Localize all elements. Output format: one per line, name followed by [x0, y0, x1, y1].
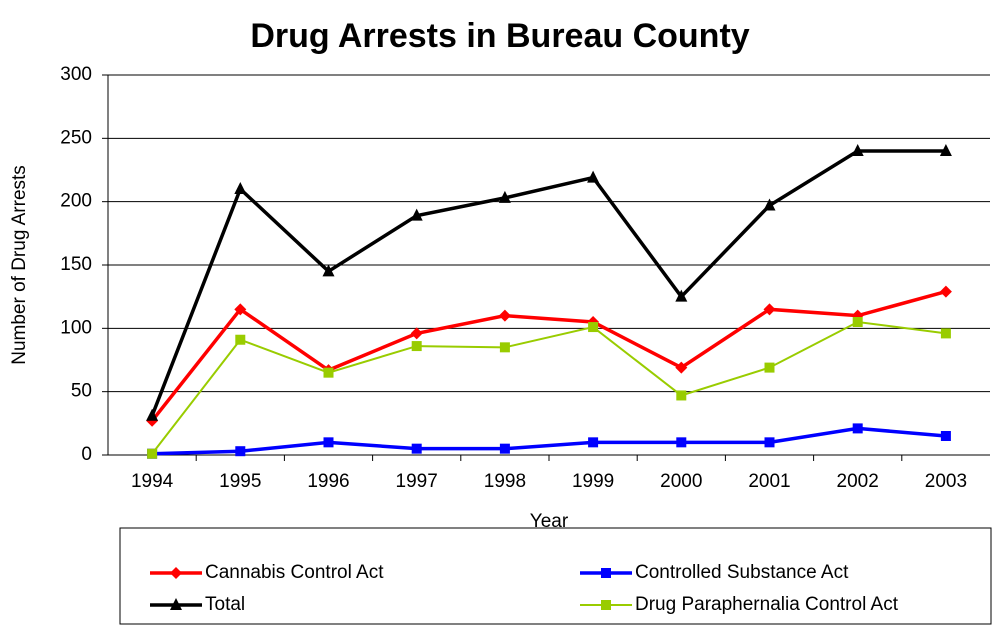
y-tick-label: 200	[60, 191, 92, 212]
data-point	[851, 144, 864, 156]
x-tick-label: 2002	[837, 471, 879, 492]
data-point	[676, 390, 687, 401]
data-point	[939, 285, 952, 298]
y-tick-label: 100	[60, 317, 92, 338]
legend-marker	[601, 600, 611, 610]
x-tick-label: 1995	[219, 471, 261, 492]
legend-label: Drug Paraphernalia Control Act	[635, 594, 899, 615]
legend-label: Controlled Substance Act	[635, 562, 849, 583]
x-tick-label: 1998	[484, 471, 526, 492]
data-point	[939, 144, 952, 156]
legend-marker	[170, 567, 182, 579]
legend-marker	[601, 568, 611, 578]
y-tick-label: 150	[60, 254, 92, 275]
chart-title: Drug Arrests in Bureau County	[250, 17, 749, 55]
data-point	[410, 208, 423, 221]
x-tick-label: 2000	[660, 471, 702, 492]
x-axis-label: Year	[530, 511, 569, 532]
data-point	[588, 322, 599, 333]
data-point	[676, 437, 687, 448]
y-tick-label: 300	[60, 64, 92, 85]
data-point	[675, 361, 688, 374]
data-point	[498, 190, 511, 203]
y-tick-label: 50	[71, 381, 92, 402]
data-point	[146, 408, 159, 421]
data-point	[411, 443, 422, 454]
data-point	[234, 303, 247, 316]
x-tick-label: 1996	[307, 471, 349, 492]
legend-label: Total	[205, 594, 245, 615]
data-point	[940, 431, 951, 441]
data-point	[763, 303, 776, 316]
data-point	[410, 327, 423, 340]
data-point	[498, 309, 511, 322]
data-point	[587, 170, 600, 183]
data-point	[323, 437, 334, 448]
data-point	[764, 437, 775, 448]
data-point	[322, 264, 335, 277]
legend-box	[119, 527, 992, 625]
data-point	[675, 289, 688, 302]
legend-marker	[170, 598, 182, 610]
data-point	[234, 182, 247, 194]
y-axis-label: Number of Drug Arrests	[9, 165, 30, 365]
x-tick-label: 1997	[396, 471, 438, 492]
series-line	[151, 320, 947, 455]
series-line	[150, 289, 947, 422]
x-tick-label: 2001	[748, 471, 790, 492]
data-point	[588, 437, 599, 448]
x-tick-label: 2003	[925, 471, 967, 492]
series-line	[152, 426, 947, 456]
data-point	[852, 317, 863, 327]
series-line	[150, 149, 946, 417]
data-point	[235, 334, 246, 345]
x-tick-label: 1994	[131, 471, 174, 492]
data-point	[411, 341, 422, 352]
y-tick-label: 0	[81, 444, 92, 465]
data-point	[764, 362, 775, 373]
data-point	[235, 446, 246, 457]
data-point	[499, 342, 510, 353]
data-point	[763, 198, 776, 211]
y-tick-label: 250	[60, 127, 92, 148]
data-point	[323, 367, 334, 378]
data-point	[852, 423, 863, 434]
data-point	[147, 448, 158, 459]
data-point	[940, 328, 951, 339]
data-point	[499, 443, 510, 454]
x-tick-label: 1999	[572, 471, 614, 492]
legend-label: Cannabis Control Act	[205, 562, 384, 583]
